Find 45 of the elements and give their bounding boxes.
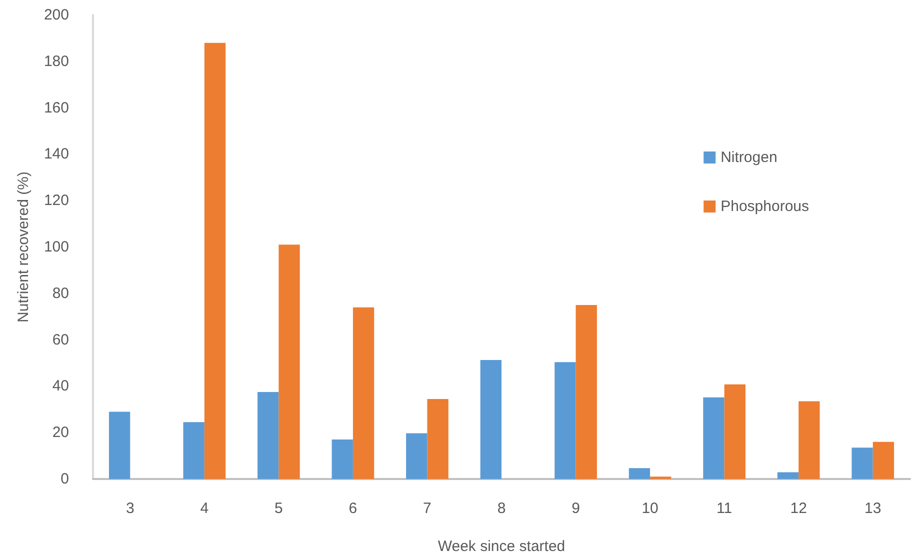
bar bbox=[258, 392, 279, 479]
y-tick-label: 80 bbox=[52, 284, 69, 302]
bar bbox=[480, 360, 502, 479]
y-tick-label: 60 bbox=[52, 331, 69, 348]
legend-label: Phosphorous bbox=[720, 198, 810, 215]
bar bbox=[278, 244, 300, 479]
bar bbox=[852, 448, 873, 479]
x-tick-label: 8 bbox=[497, 500, 506, 517]
bar bbox=[204, 42, 226, 479]
x-tick-label: 11 bbox=[716, 500, 732, 517]
y-tick-label: 120 bbox=[44, 192, 69, 210]
y-tick-label: 20 bbox=[52, 424, 69, 442]
y-axis-title: Nutrient recovered (%) bbox=[15, 172, 32, 322]
y-tick-label: 100 bbox=[44, 238, 69, 256]
y-tick-label: 140 bbox=[44, 146, 69, 163]
bar bbox=[406, 433, 428, 479]
bar bbox=[183, 422, 204, 479]
x-tick-label: 9 bbox=[572, 500, 580, 517]
y-tick-label: 160 bbox=[44, 99, 69, 116]
x-tick-label: 4 bbox=[200, 500, 209, 517]
legend-label: Nitrogen bbox=[720, 149, 778, 166]
y-tick-label: 40 bbox=[52, 378, 69, 395]
bar bbox=[777, 472, 799, 479]
bar bbox=[703, 397, 724, 479]
x-tick-label: 7 bbox=[423, 500, 432, 517]
bar bbox=[798, 401, 820, 479]
bar bbox=[576, 305, 597, 479]
bar bbox=[352, 307, 374, 479]
bar bbox=[332, 440, 353, 479]
bar bbox=[108, 412, 130, 479]
x-tick-label: 3 bbox=[126, 500, 134, 517]
bar bbox=[554, 362, 576, 479]
y-tick-label: 180 bbox=[44, 52, 69, 70]
bar bbox=[872, 442, 894, 479]
y-tick-label: 200 bbox=[44, 6, 69, 24]
x-axis-title: Week since started bbox=[438, 538, 566, 555]
x-tick-label: 6 bbox=[348, 500, 358, 517]
x-tick-label: 13 bbox=[864, 500, 882, 517]
bar bbox=[724, 384, 746, 479]
bar bbox=[427, 398, 448, 479]
x-tick-label: 5 bbox=[274, 500, 283, 517]
x-tick-label: 10 bbox=[642, 500, 658, 517]
x-tick-label: 12 bbox=[790, 500, 807, 517]
y-tick-label: 0 bbox=[60, 470, 69, 488]
bar bbox=[628, 468, 650, 479]
